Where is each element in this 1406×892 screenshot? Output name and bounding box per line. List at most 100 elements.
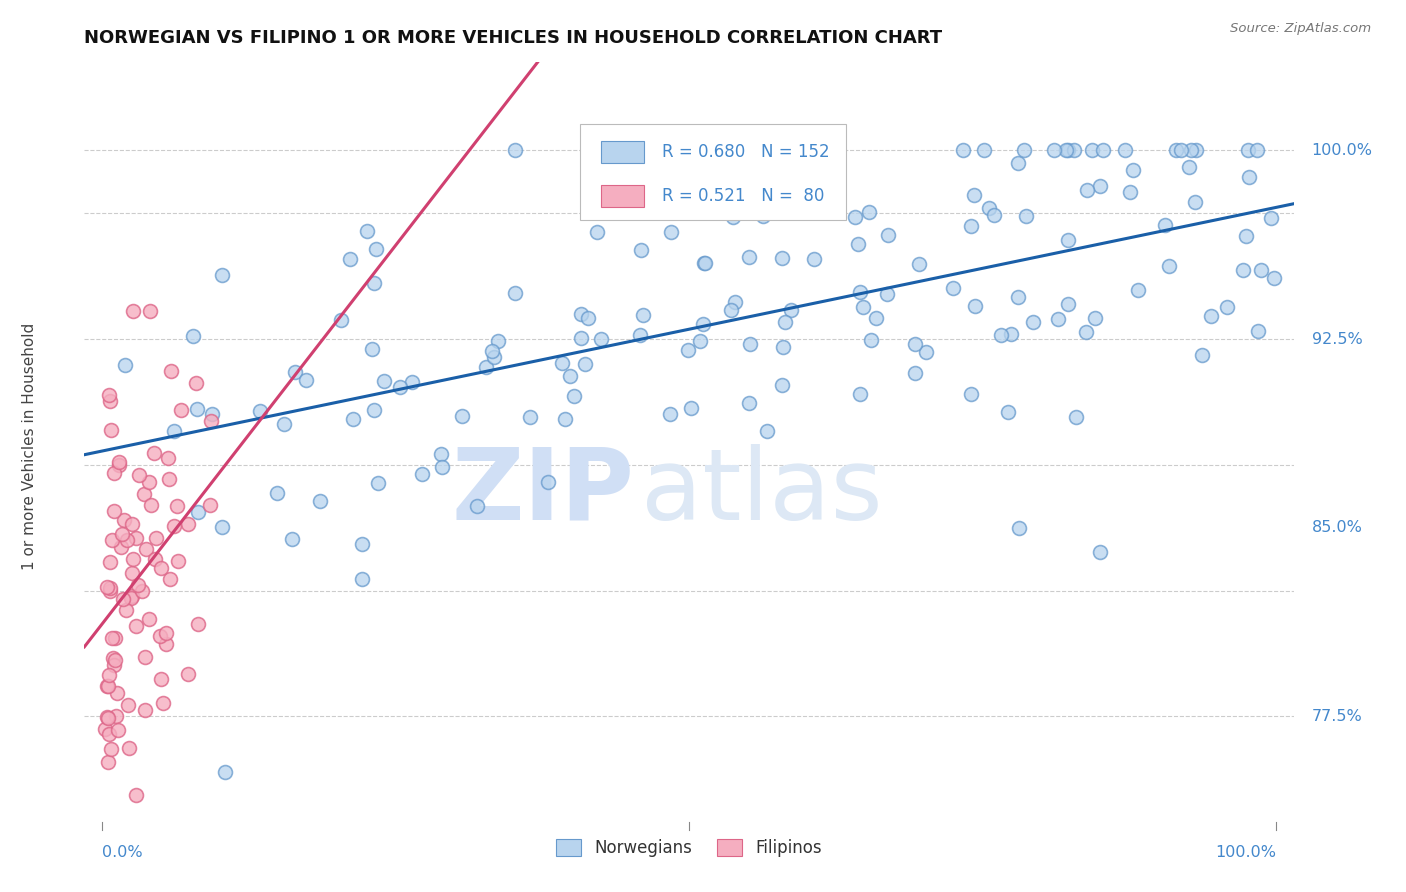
Point (211, 268, 233, 282)
Point (844, 210, 866, 224)
Point (121, 589, 143, 603)
Point (904, 366, 927, 380)
Point (388, 380, 411, 394)
Point (908, 257, 931, 271)
Point (505, 285, 527, 300)
Point (876, 286, 898, 301)
Point (724, 294, 747, 309)
Point (138, 304, 160, 318)
Point (163, 518, 186, 533)
Point (366, 242, 388, 256)
Point (143, 551, 166, 566)
Point (628, 327, 651, 342)
Point (363, 403, 385, 417)
Point (1199, 309, 1222, 323)
Point (554, 411, 576, 425)
Text: R = 0.521   N =  80: R = 0.521 N = 80 (662, 187, 825, 205)
Point (115, 533, 138, 548)
Point (160, 364, 183, 378)
Point (295, 374, 318, 388)
Point (103, 657, 125, 672)
Point (155, 625, 177, 640)
Point (865, 311, 887, 326)
Point (773, 315, 796, 329)
Point (569, 331, 592, 345)
Text: 100.0%: 100.0% (1215, 845, 1275, 860)
Point (1170, 144, 1192, 158)
Point (266, 486, 288, 500)
Point (486, 334, 509, 348)
Point (952, 144, 974, 158)
Point (149, 672, 172, 686)
Point (692, 317, 714, 331)
Point (1090, 545, 1112, 559)
Point (96, 580, 118, 594)
Point (122, 552, 145, 566)
Text: Source: ZipAtlas.com: Source: ZipAtlas.com (1230, 22, 1371, 36)
Point (591, 160, 613, 174)
Point (94, 722, 117, 736)
Point (121, 516, 143, 531)
Point (876, 228, 898, 243)
Text: NORWEGIAN VS FILIPINO 1 OR MORE VEHICLES IN HOUSEHOLD CORRELATION CHART: NORWEGIAN VS FILIPINO 1 OR MORE VEHICLES… (84, 29, 942, 47)
Point (721, 211, 744, 225)
Point (430, 459, 453, 474)
Point (111, 526, 134, 541)
Point (183, 329, 205, 343)
Point (1260, 211, 1282, 225)
Point (752, 209, 775, 223)
Point (96, 710, 118, 724)
Point (1126, 283, 1149, 297)
Point (846, 237, 869, 252)
Point (740, 337, 762, 351)
Point (350, 537, 373, 551)
Point (631, 308, 654, 322)
Point (1056, 296, 1078, 310)
Point (115, 603, 138, 617)
Point (689, 334, 711, 348)
Point (97, 711, 120, 725)
Point (1008, 521, 1031, 535)
Point (430, 446, 453, 460)
Point (120, 591, 142, 605)
Point (1056, 144, 1078, 158)
Point (163, 424, 186, 438)
Point (1063, 144, 1085, 158)
Point (122, 303, 145, 318)
Point (329, 312, 352, 326)
Point (481, 344, 503, 359)
Point (108, 458, 131, 472)
Point (1007, 289, 1029, 303)
Point (97, 755, 120, 769)
Point (145, 531, 167, 545)
Point (569, 307, 592, 321)
Text: 77.5%: 77.5% (1312, 709, 1362, 724)
Point (309, 494, 332, 508)
Point (103, 504, 125, 518)
Point (1154, 218, 1177, 232)
Point (658, 407, 681, 421)
Point (101, 651, 124, 665)
Point (363, 277, 385, 291)
Point (114, 359, 136, 373)
Point (198, 498, 221, 512)
Point (1191, 348, 1213, 362)
Point (342, 412, 364, 426)
Point (149, 561, 172, 575)
Point (693, 256, 716, 270)
Point (273, 417, 295, 431)
Point (249, 404, 271, 418)
Point (772, 340, 794, 354)
Point (1015, 209, 1038, 223)
Point (474, 360, 496, 375)
Text: 0.0%: 0.0% (103, 845, 142, 860)
Point (98, 727, 121, 741)
Point (166, 499, 188, 513)
Point (112, 513, 135, 527)
Text: 92.5%: 92.5% (1312, 332, 1362, 347)
Point (679, 401, 702, 415)
Point (157, 450, 180, 465)
Point (963, 188, 986, 202)
Point (100, 424, 122, 438)
Point (177, 516, 200, 531)
